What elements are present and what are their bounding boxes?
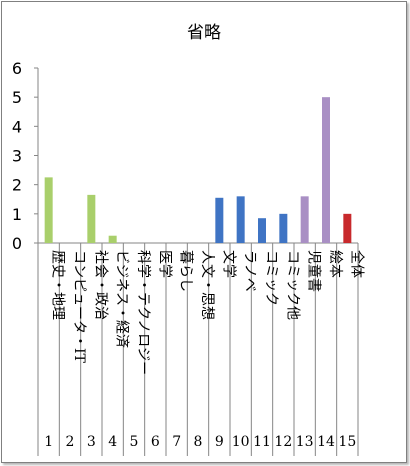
bar [279,213,288,243]
chart-title: 省略 [187,23,221,43]
category-number: 13 [296,434,314,450]
category-number: 8 [194,434,203,450]
y-tick-label: 3 [12,147,22,166]
category-number: 4 [108,434,117,450]
bar [108,235,117,243]
bar [44,177,53,243]
category-label: 全体 [348,250,365,278]
category-number: 7 [172,434,181,450]
category-label: コミック [263,250,279,306]
category-label: ラノベ [242,250,258,292]
category-label: 文学 [220,250,236,278]
category-label: 人文・思想 [199,250,215,320]
y-tick-label: 6 [12,59,22,78]
y-tick-label: 1 [12,205,22,224]
y-tick-label: 5 [12,88,22,107]
bar [322,97,330,244]
category-number: 15 [338,434,356,450]
category-label: 絵本 [327,250,343,278]
category-label: コミック他 [284,250,300,320]
category-number: 10 [232,434,250,450]
category-number: 5 [130,434,139,450]
category-label: 科学・テクノロジー [135,250,151,375]
category-label: 暮らし [178,250,194,292]
category-label: 社会・政治 [92,250,108,320]
category-labels: 歴史・地理 コンピュータ・IT 社会・政治 ビジネス・経済 科学・テクノロジー 医学 暮らし… [44,250,365,450]
bar [215,197,224,243]
category-number: 12 [274,434,292,450]
category-label: 医学 [156,250,172,278]
category-number: 3 [87,434,96,450]
y-tick-label: 2 [12,176,22,195]
bar [236,196,245,243]
category-number: 11 [253,434,271,450]
category-number: 1 [44,434,53,450]
y-tick-label: 0 [12,234,22,253]
category-number: 6 [151,434,160,450]
category-label: 児童書 [306,250,323,292]
bar [258,218,266,243]
bar [343,213,352,243]
bar [87,194,96,243]
bars [44,97,352,244]
category-number: 9 [215,434,224,450]
bar [300,196,309,243]
y-tick-label: 4 [12,117,22,136]
category-number: 14 [317,434,335,450]
category-label: ビジネス・経済 [114,250,130,348]
category-label: 歴史・地理 [50,250,66,320]
category-label: コンピュータ・IT [71,250,87,364]
category-number: 2 [66,434,75,450]
